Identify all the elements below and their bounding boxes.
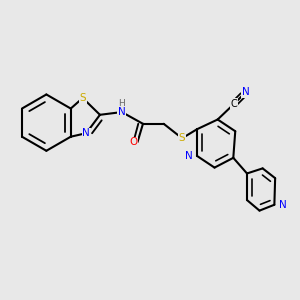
Text: N: N xyxy=(279,200,287,210)
Text: N: N xyxy=(185,151,193,161)
Text: C: C xyxy=(231,99,238,109)
Text: N: N xyxy=(118,107,126,117)
Text: H: H xyxy=(118,99,125,108)
Text: O: O xyxy=(129,137,138,147)
Text: S: S xyxy=(179,133,185,143)
Text: N: N xyxy=(82,128,90,138)
Text: S: S xyxy=(80,93,86,103)
Text: N: N xyxy=(242,87,250,97)
